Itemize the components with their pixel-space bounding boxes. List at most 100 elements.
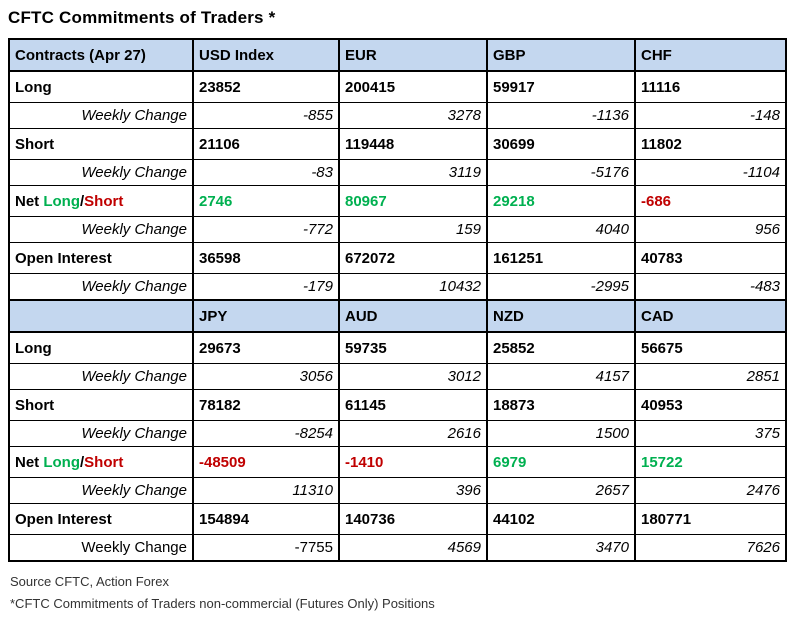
value-cell: 78182 bbox=[192, 389, 340, 421]
value-cell: 29218 bbox=[486, 185, 636, 217]
net-label-part-long: Long bbox=[43, 453, 80, 471]
table-row: Net Long/Short 2746 80967 29218 -686 bbox=[8, 185, 787, 217]
value-cell: 2476 bbox=[634, 477, 787, 504]
cot-table: Contracts (Apr 27) USD Index EUR GBP CHF Long… bbox=[8, 38, 787, 562]
table-row: Open Interest 154894 140736 44102 180771 bbox=[8, 503, 787, 535]
value-cell: -1104 bbox=[634, 159, 787, 186]
table-row: Weekly Change 11310 396 2657 2476 bbox=[8, 477, 787, 504]
table-row: Weekly Change -7755 4569 3470 7626 bbox=[8, 534, 787, 562]
value-cell: 4157 bbox=[486, 363, 636, 390]
net-label-part-net: Net bbox=[15, 192, 44, 210]
value-cell: -772 bbox=[192, 216, 340, 243]
value-cell: -8254 bbox=[192, 420, 340, 447]
value-cell: 44102 bbox=[486, 503, 636, 535]
table-row: Short 78182 61145 18873 40953 bbox=[8, 389, 787, 421]
net-label-part-short: Short bbox=[84, 192, 124, 210]
currency-header-row: Contracts (Apr 27) USD Index EUR GBP CHF bbox=[8, 38, 787, 72]
value-cell: 2851 bbox=[634, 363, 787, 390]
net-label-part-long: Long bbox=[43, 192, 80, 210]
value-cell: 7626 bbox=[634, 534, 787, 562]
value-cell: 11802 bbox=[634, 128, 787, 160]
net-label-part-short: Short bbox=[84, 453, 124, 471]
row-label: Short bbox=[8, 128, 194, 160]
net-long-short-label: Net Long/Short bbox=[8, 185, 194, 217]
table-row: Weekly Change -179 10432 -2995 -483 bbox=[8, 273, 787, 301]
value-cell: 2616 bbox=[338, 420, 488, 447]
currency-header-cell: USD Index bbox=[192, 38, 340, 72]
table-row: Weekly Change -772 159 4040 956 bbox=[8, 216, 787, 243]
row-label: Weekly Change bbox=[8, 102, 194, 129]
row-label: Weekly Change bbox=[8, 420, 194, 447]
corner-header-cell bbox=[8, 299, 194, 333]
value-cell: 119448 bbox=[338, 128, 488, 160]
value-cell: 4040 bbox=[486, 216, 636, 243]
row-label: Weekly Change bbox=[8, 363, 194, 390]
value-cell: 2657 bbox=[486, 477, 636, 504]
row-label: Open Interest bbox=[8, 242, 194, 274]
row-label: Weekly Change bbox=[8, 216, 194, 243]
value-cell: 30699 bbox=[486, 128, 636, 160]
page-title: CFTC Commitments of Traders * bbox=[8, 8, 276, 27]
value-cell: 154894 bbox=[192, 503, 340, 535]
value-cell: 956 bbox=[634, 216, 787, 243]
footnote: *CFTC Commitments of Traders non-commerc… bbox=[10, 596, 435, 611]
source-credit: Source CFTC, Action Forex bbox=[10, 574, 169, 589]
value-cell: -1410 bbox=[338, 446, 488, 478]
table-row: Open Interest 36598 672072 161251 40783 bbox=[8, 242, 787, 274]
value-cell: 11116 bbox=[634, 70, 787, 103]
row-label: Weekly Change bbox=[8, 477, 194, 504]
net-long-short-label: Net Long/Short bbox=[8, 446, 194, 478]
value-cell: -179 bbox=[192, 273, 340, 301]
currency-header-cell: AUD bbox=[338, 299, 488, 333]
value-cell: 159 bbox=[338, 216, 488, 243]
value-cell: 1500 bbox=[486, 420, 636, 447]
table-row: Weekly Change 3056 3012 4157 2851 bbox=[8, 363, 787, 390]
value-cell: 29673 bbox=[192, 331, 340, 364]
currency-header-cell: CHF bbox=[634, 38, 787, 72]
table-row: Net Long/Short -48509 -1410 6979 15722 bbox=[8, 446, 787, 478]
value-cell: 25852 bbox=[486, 331, 636, 364]
value-cell: 4569 bbox=[338, 534, 488, 562]
table-row: Long 23852 200415 59917 11116 bbox=[8, 70, 787, 103]
corner-header-cell: Contracts (Apr 27) bbox=[8, 38, 194, 72]
row-label: Weekly Change bbox=[8, 159, 194, 186]
value-cell: -2995 bbox=[486, 273, 636, 301]
currency-header-cell: EUR bbox=[338, 38, 488, 72]
table-row: Weekly Change -83 3119 -5176 -1104 bbox=[8, 159, 787, 186]
value-cell: -686 bbox=[634, 185, 787, 217]
value-cell: 59735 bbox=[338, 331, 488, 364]
value-cell: 59917 bbox=[486, 70, 636, 103]
value-cell: 140736 bbox=[338, 503, 488, 535]
value-cell: 200415 bbox=[338, 70, 488, 103]
value-cell: 161251 bbox=[486, 242, 636, 274]
value-cell: 396 bbox=[338, 477, 488, 504]
value-cell: -7755 bbox=[192, 534, 340, 562]
value-cell: -483 bbox=[634, 273, 787, 301]
value-cell: 15722 bbox=[634, 446, 787, 478]
value-cell: 40783 bbox=[634, 242, 787, 274]
value-cell: 11310 bbox=[192, 477, 340, 504]
table-row: Short 21106 119448 30699 11802 bbox=[8, 128, 787, 160]
value-cell: -1136 bbox=[486, 102, 636, 129]
value-cell: 23852 bbox=[192, 70, 340, 103]
footer: Source CFTC, Action Forex *CFTC Commitme… bbox=[10, 571, 797, 615]
value-cell: 672072 bbox=[338, 242, 488, 274]
value-cell: -48509 bbox=[192, 446, 340, 478]
value-cell: 61145 bbox=[338, 389, 488, 421]
row-label: Long bbox=[8, 70, 194, 103]
row-label: Long bbox=[8, 331, 194, 364]
value-cell: 80967 bbox=[338, 185, 488, 217]
value-cell: -148 bbox=[634, 102, 787, 129]
net-label-part-slash: / bbox=[80, 453, 85, 471]
value-cell: 3470 bbox=[486, 534, 636, 562]
currency-header-cell: NZD bbox=[486, 299, 636, 333]
value-cell: 3056 bbox=[192, 363, 340, 390]
value-cell: 3119 bbox=[338, 159, 488, 186]
row-label: Short bbox=[8, 389, 194, 421]
currency-header-cell: CAD bbox=[634, 299, 787, 333]
row-label: Open Interest bbox=[8, 503, 194, 535]
value-cell: 40953 bbox=[634, 389, 787, 421]
value-cell: 10432 bbox=[338, 273, 488, 301]
currency-header-row: JPY AUD NZD CAD bbox=[8, 299, 787, 333]
value-cell: 3278 bbox=[338, 102, 488, 129]
